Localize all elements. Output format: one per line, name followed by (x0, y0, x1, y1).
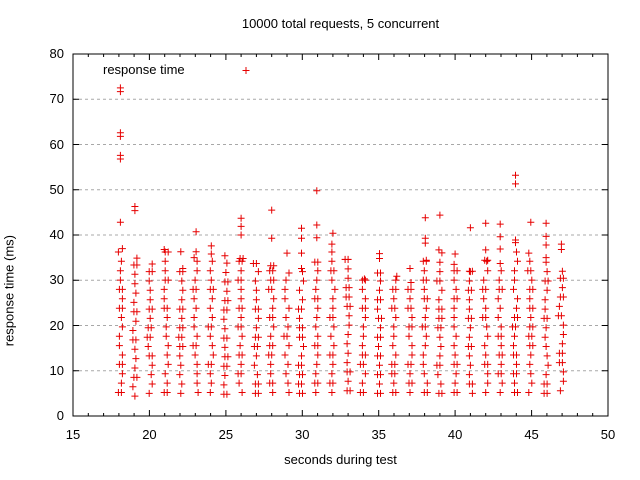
x-tick-label: 50 (600, 427, 616, 442)
scatter-plus-markers (114, 84, 567, 400)
y-tick-label: 0 (56, 408, 64, 423)
x-tick-label: 45 (524, 427, 539, 442)
y-tick-label: 30 (49, 272, 64, 288)
x-tick-label: 40 (447, 427, 463, 442)
y-tick-label: 70 (49, 91, 64, 107)
axis-ticks (72, 53, 609, 417)
y-tick-label: 10 (49, 362, 64, 378)
x-tick-label: 20 (142, 427, 157, 442)
chart-title: 10000 total requests, 5 concurrent (241, 16, 440, 31)
legend-plus-marker-icon (242, 67, 250, 74)
y-tick-label: 50 (49, 181, 64, 197)
x-axis-label: seconds during test (284, 452, 397, 467)
gridlines (73, 98, 608, 372)
y-tick-label: 40 (49, 227, 64, 242)
y-tick-label: 80 (49, 46, 64, 61)
y-tick-label: 20 (49, 317, 64, 333)
x-tick-label: 35 (371, 427, 386, 442)
y-tick-label: 60 (49, 136, 64, 152)
x-tick-label: 30 (295, 427, 310, 442)
x-tick-label: 25 (218, 427, 234, 442)
legend-series-label: response time (103, 62, 185, 77)
x-tick-label: 15 (65, 427, 81, 442)
